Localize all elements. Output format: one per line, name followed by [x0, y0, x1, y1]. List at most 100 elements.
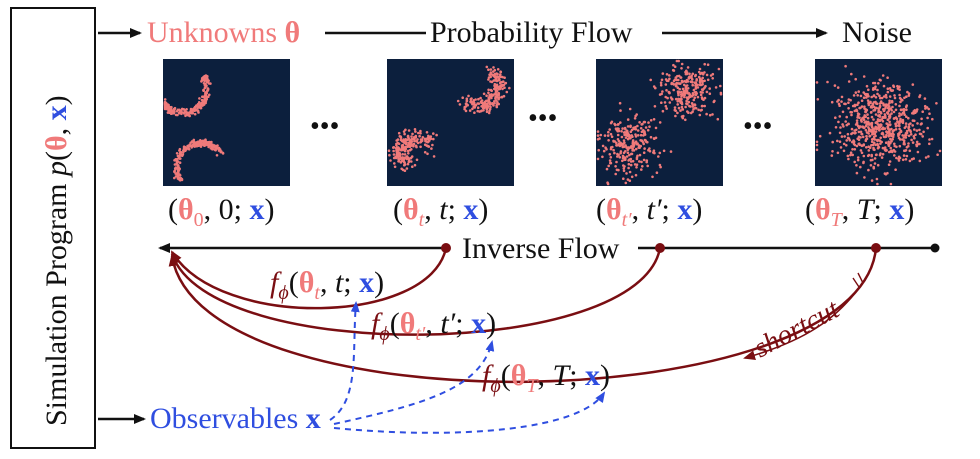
particle — [907, 94, 911, 97]
particle — [882, 95, 886, 98]
particle — [456, 99, 460, 103]
particle — [609, 161, 613, 165]
particle — [625, 155, 629, 158]
particle — [890, 139, 893, 143]
particle — [426, 152, 429, 156]
particle — [898, 88, 901, 91]
particle — [894, 128, 898, 131]
particle — [493, 87, 496, 91]
particle — [898, 114, 901, 118]
particle — [402, 140, 405, 144]
particle — [163, 100, 167, 104]
particle — [858, 143, 861, 147]
particle — [903, 96, 906, 100]
particle — [719, 84, 722, 88]
particle — [496, 68, 500, 71]
particle — [711, 77, 714, 80]
particle — [596, 134, 600, 137]
particle — [815, 148, 819, 152]
particle — [866, 154, 870, 158]
particle — [407, 129, 411, 132]
particle — [432, 132, 435, 135]
particle — [215, 154, 219, 157]
simulation-program-label: Simulation Program p(θ, x) — [40, 95, 73, 426]
particle — [176, 170, 180, 173]
particle — [685, 88, 688, 92]
particle — [628, 107, 632, 111]
particle — [842, 125, 845, 128]
inverse-flow-arc-T — [168, 247, 878, 383]
particle — [616, 155, 619, 158]
particle — [885, 96, 888, 99]
particle — [665, 73, 669, 76]
particle — [890, 149, 893, 152]
particle — [642, 120, 646, 124]
particle — [666, 96, 669, 100]
particle — [864, 108, 867, 111]
particle — [474, 98, 477, 101]
particle — [608, 128, 611, 131]
particle — [172, 109, 176, 113]
particle — [844, 120, 847, 123]
particle — [893, 117, 896, 120]
particle — [401, 153, 405, 156]
particle — [879, 100, 883, 103]
particle — [426, 140, 430, 144]
particle — [851, 153, 854, 157]
particle — [504, 81, 508, 85]
particle — [870, 154, 873, 158]
particle — [673, 78, 677, 82]
particle — [616, 129, 620, 132]
particle — [831, 150, 834, 153]
particle — [889, 88, 893, 92]
particle — [499, 75, 503, 79]
particle — [890, 112, 893, 115]
particle — [887, 107, 891, 111]
particle — [853, 148, 857, 151]
particle — [867, 103, 871, 107]
particle — [930, 137, 934, 141]
particle — [896, 120, 899, 123]
particle — [894, 108, 898, 112]
particle — [629, 124, 632, 128]
particle — [862, 75, 866, 78]
particle — [501, 87, 504, 91]
particle — [891, 137, 894, 141]
network-label-t-prime: fϕ(θt′, t′; x) — [371, 307, 496, 345]
particle — [199, 106, 202, 110]
simulation-program-box — [10, 7, 96, 449]
particle — [865, 134, 868, 138]
particle — [499, 70, 503, 74]
particle — [184, 148, 188, 151]
particle — [918, 142, 921, 146]
particle — [898, 96, 902, 100]
particle — [634, 147, 638, 151]
particle — [915, 108, 919, 111]
particle — [498, 81, 502, 85]
particle — [692, 98, 696, 102]
particle — [872, 94, 876, 97]
particle — [405, 167, 409, 170]
particle — [465, 99, 469, 103]
particle — [498, 73, 502, 76]
particle — [907, 134, 911, 138]
particle — [643, 147, 646, 150]
particle — [495, 79, 499, 83]
particle — [884, 93, 888, 97]
particle — [870, 124, 873, 127]
particle — [873, 157, 877, 160]
particle — [218, 148, 222, 151]
particle — [479, 96, 482, 100]
particle — [489, 73, 493, 76]
particle — [692, 107, 695, 111]
particle — [888, 123, 892, 127]
particle — [607, 130, 610, 134]
particle — [883, 172, 887, 175]
particle — [402, 160, 406, 164]
particle — [853, 160, 856, 164]
particle — [677, 93, 680, 97]
particle — [635, 113, 638, 116]
particle — [653, 105, 657, 108]
particle — [207, 95, 210, 98]
particle — [621, 127, 624, 130]
